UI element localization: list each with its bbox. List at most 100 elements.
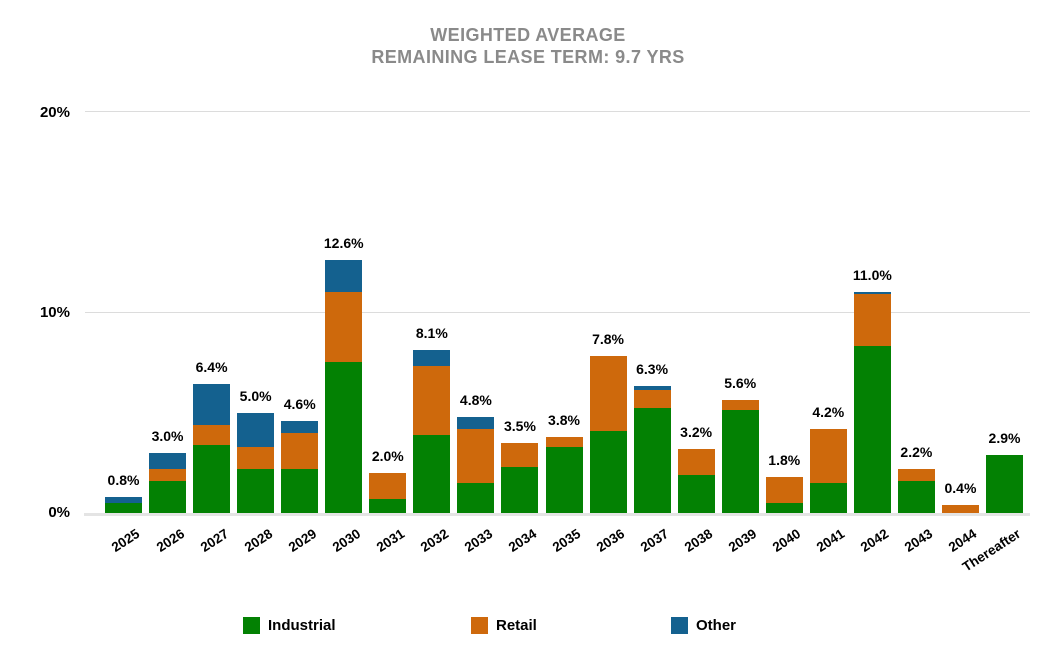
bar-segment-industrial-thereafter [986, 454, 1023, 513]
x-axis-tick-2038: 2038 [681, 526, 716, 555]
bar-segment-industrial-2043 [897, 480, 935, 513]
x-axis-tick-2033: 2033 [461, 526, 496, 555]
bar-segment-retail-2032 [413, 366, 451, 435]
x-axis-tick-2025: 2025 [109, 526, 143, 555]
legend-label-retail: Retail [496, 617, 537, 634]
x-axis-tick-2042: 2042 [858, 526, 892, 555]
x-axis-tick-2029: 2029 [285, 526, 319, 555]
bar-segment-retail-2030 [325, 291, 363, 363]
x-axis-tick-2035: 2035 [549, 526, 584, 555]
y-axis-tick-0: 0% [48, 504, 70, 521]
x-axis-tick-2037: 2037 [637, 526, 672, 555]
bar-segment-industrial-2034 [501, 466, 539, 513]
bar-value-label-2041: 4.2% [812, 403, 845, 420]
bar-segment-retail-2044 [941, 504, 979, 513]
bar-segment-retail-2027 [193, 424, 231, 445]
bar-value-label-2038: 3.2% [680, 423, 713, 440]
x-axis-tick-2027: 2027 [197, 526, 231, 555]
bar-segment-other-2033 [457, 416, 495, 429]
gridline-10pct [85, 312, 1030, 313]
bar-value-label-2040: 1.8% [768, 451, 801, 468]
bar-segment-retail-2034 [501, 442, 539, 467]
legend-swatch-industrial [243, 617, 260, 634]
bar-segment-other-2025 [105, 496, 142, 503]
chart-title-line1: WEIGHTED AVERAGE [430, 25, 626, 45]
x-axis-tick-2040: 2040 [770, 526, 804, 555]
bar-segment-industrial-2040 [765, 502, 803, 513]
bar-segment-other-2028 [237, 412, 275, 447]
bar-segment-retail-2043 [897, 468, 935, 481]
bar-segment-other-2042 [853, 291, 891, 294]
bar-value-label-2033: 4.8% [459, 391, 492, 408]
bar-segment-other-2026 [149, 452, 187, 469]
legend-swatch-other [671, 617, 688, 634]
bar-value-label-2030: 12.6% [323, 234, 364, 251]
x-axis-tick-2043: 2043 [902, 526, 936, 555]
bar-segment-retail-2031 [369, 472, 407, 499]
bar-value-label-2039: 5.6% [724, 375, 757, 392]
y-axis-tick-10: 10% [39, 304, 70, 321]
bar-segment-industrial-2031 [369, 498, 407, 513]
bar-value-label-2043: 2.2% [900, 443, 933, 460]
x-axis-tick-2032: 2032 [417, 526, 452, 555]
bar-value-label-2025: 0.8% [107, 471, 140, 488]
bar-segment-retail-2033 [457, 428, 495, 483]
bar-segment-retail-2037 [633, 390, 671, 409]
x-axis-tick-2031: 2031 [373, 526, 407, 555]
bar-segment-industrial-2036 [589, 430, 627, 513]
x-axis-tick-2030: 2030 [329, 526, 363, 555]
x-axis-tick-2034: 2034 [505, 526, 540, 555]
bar-segment-retail-2039 [721, 400, 759, 411]
bar-value-label-thereafter: 2.9% [988, 429, 1021, 446]
bar-segment-industrial-2025 [105, 502, 142, 513]
bar-value-label-2028: 5.0% [239, 387, 272, 404]
bar-segment-industrial-2038 [677, 474, 715, 513]
chart-title-line2: REMAINING LEASE TERM: 9.7 YRS [371, 47, 685, 67]
bar-segment-industrial-2027 [193, 444, 231, 513]
legend-label-other: Other [696, 617, 737, 634]
x-axis-line [84, 513, 1030, 516]
bar-segment-retail-2038 [677, 448, 715, 475]
legend-label-industrial: Industrial [268, 617, 336, 634]
bar-segment-other-2027 [193, 384, 231, 425]
bar-segment-retail-2041 [809, 428, 847, 483]
bar-segment-retail-2036 [589, 356, 627, 431]
bar-segment-industrial-2039 [721, 410, 759, 513]
bar-segment-other-2037 [633, 386, 671, 391]
x-axis-tick-2041: 2041 [814, 526, 848, 555]
x-axis-tick-2036: 2036 [593, 526, 628, 555]
bar-segment-industrial-2033 [457, 482, 495, 513]
bar-segment-industrial-2030 [325, 362, 363, 513]
bar-value-label-2036: 7.8% [592, 331, 625, 348]
bar-segment-retail-2040 [765, 476, 803, 503]
bar-value-label-2042: 11.0% [852, 266, 892, 283]
bar-segment-other-2032 [413, 350, 451, 367]
bar-value-label-2029: 4.6% [283, 395, 316, 412]
bar-value-label-2031: 2.0% [371, 447, 404, 464]
bar-segment-retail-2035 [545, 436, 583, 447]
x-axis-tick-2039: 2039 [726, 526, 760, 555]
bar-segment-industrial-2035 [545, 446, 583, 513]
bar-value-label-2032: 8.1% [415, 325, 448, 342]
bar-segment-industrial-2037 [633, 408, 671, 513]
bar-segment-industrial-2032 [413, 434, 451, 513]
bar-value-label-2026: 3.0% [151, 427, 184, 444]
legend-item-other: Other [671, 617, 736, 634]
bar-segment-industrial-2042 [853, 346, 891, 513]
bar-segment-retail-2028 [237, 446, 275, 469]
bar-value-label-2035: 3.8% [548, 411, 580, 428]
bar-value-label-2034: 3.5% [503, 417, 536, 434]
bar-segment-industrial-2028 [237, 468, 275, 513]
x-axis-tick-2044: 2044 [946, 526, 980, 555]
x-axis-tick-2028: 2028 [241, 526, 275, 555]
bar-value-label-2037: 6.3% [636, 361, 669, 378]
bar-segment-retail-2026 [149, 468, 187, 481]
bar-segment-retail-2029 [281, 432, 319, 469]
chart-title: WEIGHTED AVERAGE REMAINING LEASE TERM: 9… [0, 24, 1056, 68]
bar-segment-other-2029 [281, 420, 319, 433]
bar-segment-industrial-2029 [281, 468, 319, 513]
legend-item-industrial: Industrial [243, 617, 336, 634]
bar-segment-industrial-2041 [809, 482, 847, 513]
bar-value-label-2027: 6.4% [195, 359, 228, 376]
bar-segment-other-2030 [325, 259, 363, 292]
